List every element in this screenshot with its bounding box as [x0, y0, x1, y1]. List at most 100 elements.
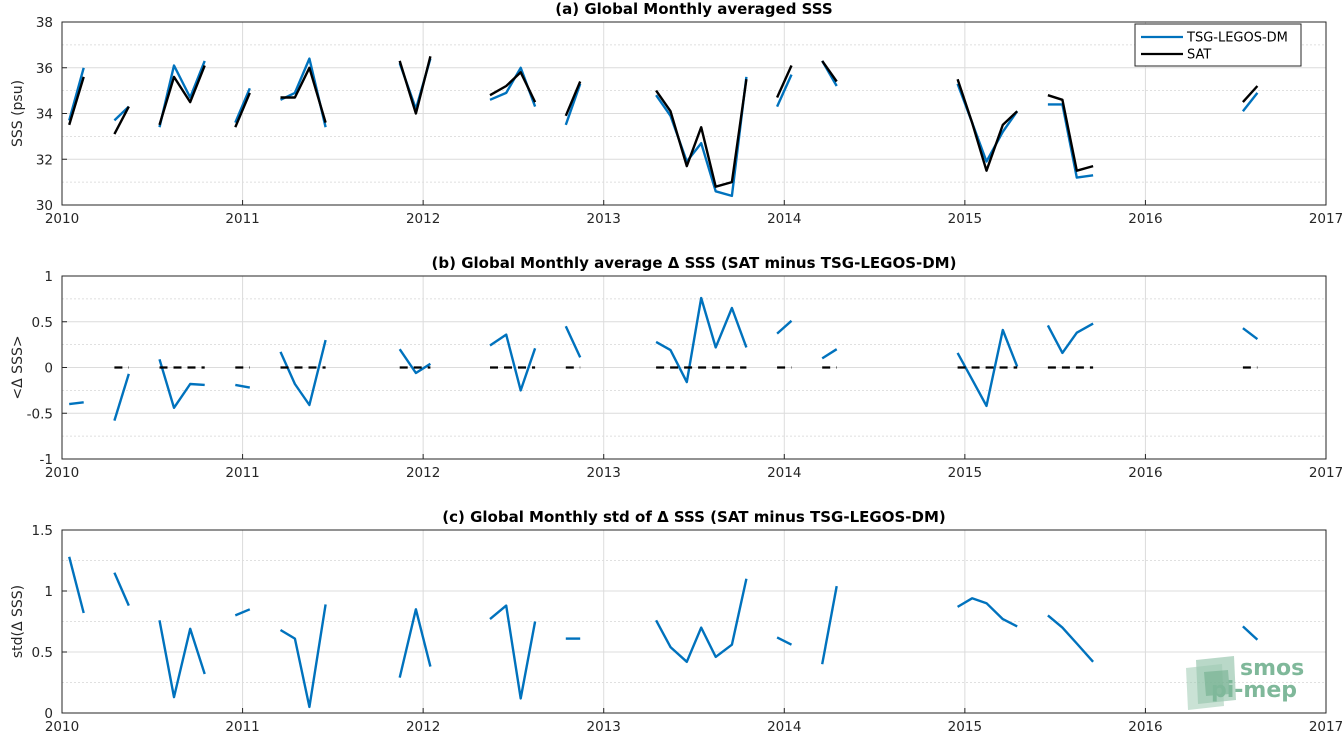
sat-series-line — [821, 60, 838, 83]
y-axis-label: SSS (psu) — [10, 80, 26, 147]
delta-series-line — [1047, 614, 1094, 663]
y-tick-label: 0.5 — [32, 315, 53, 331]
x-tick-label: 2014 — [767, 465, 801, 481]
delta-series-line — [398, 348, 432, 375]
delta-series-line — [69, 401, 84, 406]
y-tick-label: 38 — [36, 15, 53, 31]
sat-series-line — [956, 78, 1019, 172]
x-tick-label: 2011 — [225, 211, 259, 227]
sat-series-line — [1242, 85, 1259, 103]
delta-series-line — [68, 556, 85, 614]
x-tick-label: 2014 — [767, 211, 801, 227]
sat-series-line — [564, 81, 582, 117]
sat-series-line — [158, 65, 206, 126]
sat-series-line — [68, 76, 85, 126]
y-tick-label: 0 — [44, 361, 53, 377]
x-tick-label: 2011 — [225, 719, 259, 735]
x-tick-label: 2016 — [1128, 719, 1162, 735]
sat-series-line — [280, 66, 327, 123]
sat-series-line — [113, 106, 130, 135]
y-tick-label: 0 — [44, 706, 53, 722]
x-tick-label: 2012 — [406, 465, 440, 481]
y-axis-label: std(Δ SSS) — [10, 585, 26, 658]
smos-pi-mep-logo: smos pi-mep — [1186, 656, 1304, 710]
delta-series-line — [655, 578, 748, 663]
sat-series-line — [234, 92, 251, 128]
tsg-legos-dm-series-line — [398, 58, 432, 111]
tsg-legos-dm-series-line — [1241, 92, 1259, 112]
delta-series-line — [489, 333, 537, 392]
chart-title: (c) Global Monthly std of Δ SSS (SAT min… — [442, 508, 945, 526]
chart-title: (b) Global Monthly average Δ SSS (SAT mi… — [432, 254, 957, 272]
logo-text-smos: smos — [1240, 656, 1304, 681]
x-tick-label: 2016 — [1128, 211, 1162, 227]
delta-series-line — [821, 348, 838, 360]
legend: TSG-LEGOS-DM SAT — [1134, 23, 1302, 67]
x-tick-label: 2012 — [406, 211, 440, 227]
legend-label-tsg: TSG-LEGOS-DM — [1186, 31, 1288, 46]
tsg-legos-dm-series-line — [68, 67, 85, 121]
logo-text-pimep: pi-mep — [1211, 678, 1297, 703]
x-tick-label: 2010 — [45, 465, 79, 481]
y-tick-label: -0.5 — [27, 406, 53, 422]
panel-a: 2010 2011 2012 2013 2014 2015 2016 2017 30 32 34 36… — [10, 0, 1342, 227]
x-tick-label: 2013 — [587, 719, 621, 735]
x-tick-label: 2014 — [767, 719, 801, 735]
tsg-legos-dm-series-line — [564, 83, 582, 126]
y-tick-label: 32 — [36, 152, 53, 168]
delta-series-line — [776, 319, 793, 335]
sat-series-line — [776, 65, 793, 98]
x-tick-label: 2015 — [948, 211, 982, 227]
delta-series-line — [1046, 322, 1094, 355]
delta-series-line — [234, 608, 251, 617]
x-tick-label: 2010 — [45, 211, 79, 227]
delta-series-line — [564, 325, 582, 358]
sat-series-line — [489, 71, 537, 103]
delta-series-line — [158, 620, 206, 699]
delta-series-line — [279, 604, 327, 709]
sat-series-line — [1047, 94, 1094, 172]
tsg-legos-dm-series-line — [956, 83, 1019, 163]
tsg-legos-dm-series-line — [655, 76, 748, 198]
tsg-legos-dm-series-line — [279, 57, 327, 128]
sat-series-line — [655, 79, 748, 188]
legend-box — [1134, 23, 1302, 67]
chart-title: (a) Global Monthly averaged SSS — [555, 0, 832, 18]
delta-series-line — [821, 585, 838, 665]
panel-c: 2010 2011 2012 2013 2014 2015 2016 2017 0 0.5 1 1.5… — [10, 508, 1342, 735]
y-tick-label: 36 — [36, 61, 53, 77]
delta-series-line — [1242, 327, 1259, 341]
x-tick-label: 2017 — [1309, 719, 1342, 735]
delta-series-line — [956, 328, 1019, 408]
delta-series-line — [776, 636, 793, 646]
delta-series-line — [279, 339, 327, 407]
logo-mark-icon — [1186, 656, 1236, 710]
x-tick-label: 2011 — [225, 465, 259, 481]
x-tick-label: 2017 — [1309, 465, 1342, 481]
legend-label-sat: SAT — [1187, 48, 1211, 63]
tsg-legos-dm-series-line — [776, 74, 793, 108]
delta-series-line — [235, 383, 251, 389]
sat-series-line — [398, 56, 432, 115]
x-tick-label: 2010 — [45, 719, 79, 735]
x-tick-label: 2012 — [406, 719, 440, 735]
x-tick-label: 2017 — [1309, 211, 1342, 227]
delta-series-line — [113, 572, 130, 607]
delta-series-line — [655, 296, 748, 384]
y-tick-label: 1.5 — [32, 523, 53, 539]
x-tick-label: 2015 — [948, 719, 982, 735]
x-tick-label: 2016 — [1128, 465, 1162, 481]
y-tick-label: 34 — [36, 107, 53, 123]
tsg-legos-dm-series-line — [234, 87, 251, 124]
x-tick-label: 2013 — [587, 211, 621, 227]
x-tick-label: 2013 — [587, 465, 621, 481]
axes-box — [61, 529, 1327, 714]
delta-series-line — [398, 608, 432, 678]
y-axis-label: <Δ SSS> — [10, 335, 26, 399]
delta-series-line — [113, 373, 130, 421]
delta-series-line — [956, 597, 1018, 628]
delta-series-line — [489, 604, 537, 700]
y-tick-label: 0.5 — [32, 645, 53, 661]
panel-b: 2010 2011 2012 2013 2014 2015 2016 2017 -1 -0.5 0 0… — [10, 254, 1342, 481]
